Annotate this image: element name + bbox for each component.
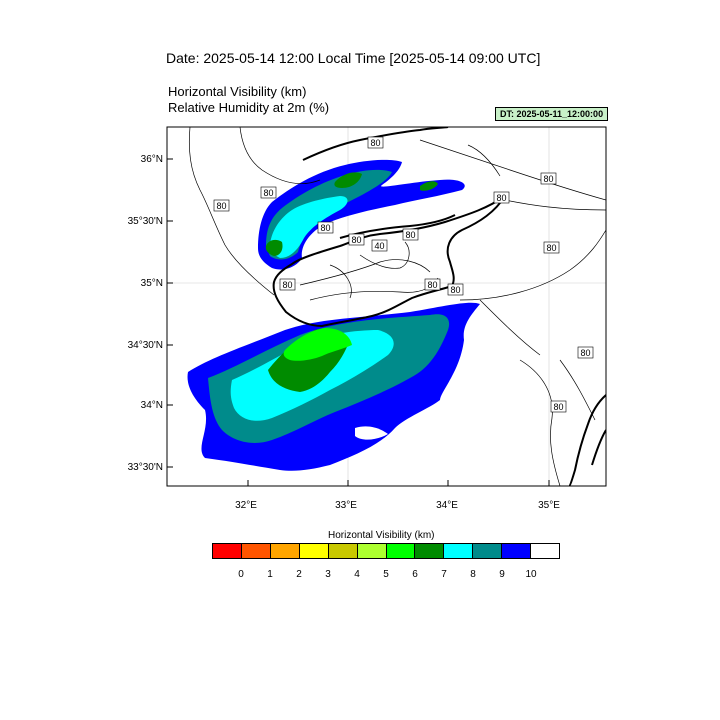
legend-colorbar [212,543,560,559]
legend-swatch [299,544,329,558]
lat-label-35: 35°N [141,278,163,289]
legend-tick-label: 4 [354,569,360,580]
legend-swatch [328,544,358,558]
legend-tick-label: 6 [412,569,418,580]
legend-swatch [473,544,503,558]
legend-tick-label: 10 [525,569,537,580]
dt-badge: DT: 2025-05-11_12:00:00 [495,107,609,121]
lon-label-35: 35°E [538,500,560,511]
svg-text:80: 80 [496,193,506,203]
contour-label: 80 [577,346,594,359]
contour-label: 80 [317,221,334,234]
legend-tick-label: 2 [296,569,302,580]
lon-label-34: 34°E [436,500,458,511]
lat-label-34-30: 34°30'N [128,340,163,351]
legend-swatch [444,544,474,558]
svg-text:80: 80 [450,285,460,295]
svg-text:40: 40 [374,241,384,251]
contour-labels: 80 80 80 80 80 80 40 80 80 80 80 80 80 8… [213,136,594,413]
contour-label: 80 [424,278,441,291]
legend-title: Horizontal Visibility (km) [328,530,435,541]
axis-ticks [167,158,550,486]
contour-label: 80 [260,186,277,199]
svg-text:80: 80 [320,223,330,233]
svg-text:80: 80 [282,280,292,290]
svg-text:80: 80 [351,235,361,245]
svg-text:80: 80 [216,201,226,211]
legend-tick-label: 3 [325,569,331,580]
legend-tick-label: 5 [383,569,389,580]
svg-text:80: 80 [370,138,380,148]
legend-swatch [531,544,560,558]
contour-label: 80 [279,278,296,291]
contour-label: 80 [348,233,365,246]
map-frame [166,126,607,487]
legend-tick-label: 0 [238,569,244,580]
legend-swatch [357,544,387,558]
svg-text:80: 80 [546,243,556,253]
contour-label: 80 [540,172,557,185]
lat-label-35-30: 35°30'N [128,216,163,227]
contour-label: 80 [367,136,384,149]
contour-label: 80 [543,241,560,254]
svg-text:80: 80 [405,230,415,240]
lon-label-32: 32°E [235,500,257,511]
contour-label: 40 [371,239,388,252]
field-label-humidity: Relative Humidity at 2m (%) [168,100,330,115]
svg-text:80: 80 [263,188,273,198]
legend-tick-label: 7 [441,569,447,580]
lat-label-36: 36°N [141,154,163,165]
legend-tick-label: 8 [470,569,476,580]
lat-label-33-30: 33°30'N [128,462,163,473]
contour-label: 80 [493,191,510,204]
svg-text:80: 80 [427,280,437,290]
legend-tick-label: 1 [267,569,273,580]
humidity-contours [188,127,606,486]
svg-text:80: 80 [553,402,563,412]
legend-tick-label: 9 [499,569,505,580]
svg-text:80: 80 [580,348,590,358]
legend-swatch [241,544,271,558]
lat-label-34: 34°N [141,400,163,411]
svg-text:80: 80 [543,174,553,184]
contour-label: 80 [402,228,419,241]
legend-swatch [213,544,242,558]
coastlines [272,127,606,486]
visibility-plume-south [187,302,480,471]
lon-label-33: 33°E [335,500,357,511]
visibility-plume-north [258,159,465,270]
legend-swatch [415,544,445,558]
legend-swatch [386,544,416,558]
contour-label: 80 [213,199,230,212]
contour-label: 80 [550,400,567,413]
date-title: Date: 2025-05-14 12:00 Local Time [2025-… [166,50,541,66]
legend-swatch [270,544,300,558]
field-label-visibility: Horizontal Visibility (km) [168,84,307,99]
legend-swatch [502,544,532,558]
contour-label: 80 [447,283,464,296]
